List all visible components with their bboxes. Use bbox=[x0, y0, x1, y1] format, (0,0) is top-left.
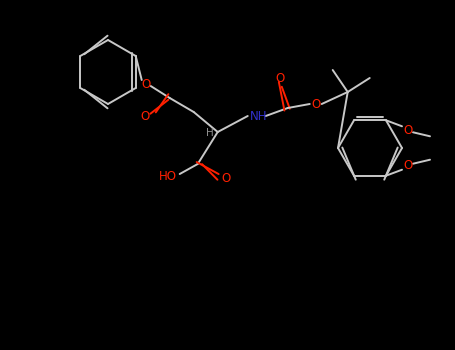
Text: HO: HO bbox=[159, 169, 177, 182]
Text: H: H bbox=[206, 128, 213, 138]
Text: O: O bbox=[141, 77, 150, 91]
Text: O: O bbox=[311, 98, 320, 111]
Text: O: O bbox=[140, 110, 149, 122]
Text: O: O bbox=[404, 124, 413, 137]
Text: O: O bbox=[404, 159, 413, 172]
Text: NH: NH bbox=[250, 110, 268, 122]
Text: O: O bbox=[221, 173, 230, 186]
Text: O: O bbox=[275, 72, 284, 85]
